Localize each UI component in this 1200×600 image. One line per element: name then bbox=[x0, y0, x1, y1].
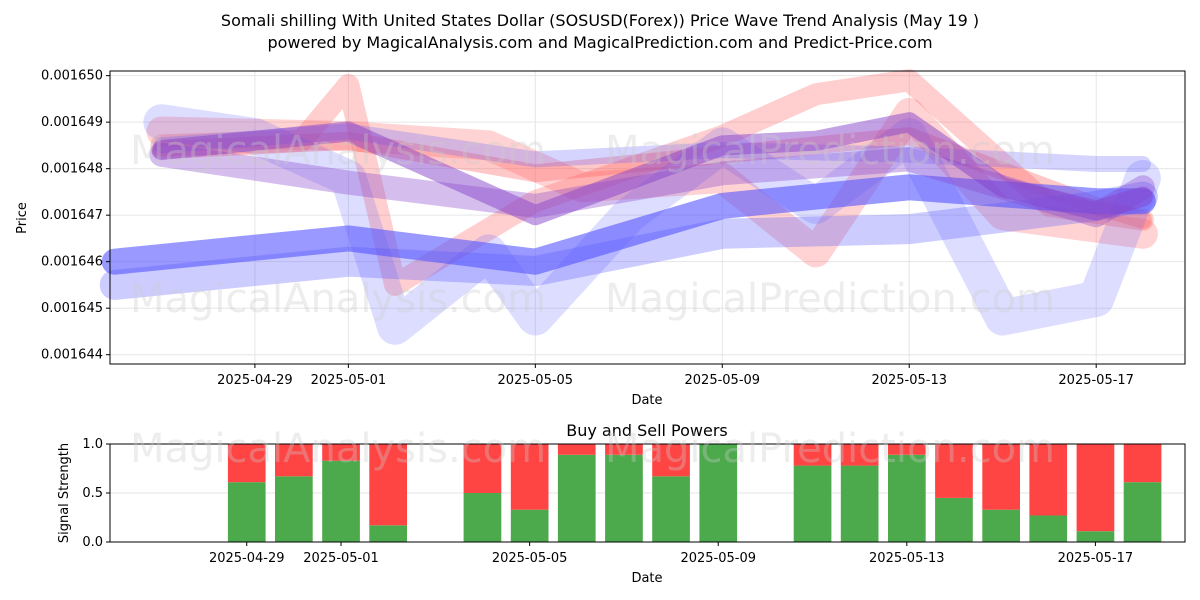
price-y-tick-label: 0.001644 bbox=[41, 348, 103, 363]
price-y-tick-label: 0.001646 bbox=[41, 255, 103, 270]
watermark-bottom-right: MagicalPrediction.com bbox=[605, 426, 1055, 472]
sell-bar bbox=[840, 444, 879, 466]
price-x-tick-label: 2025-05-13 bbox=[871, 373, 947, 388]
sell-bar bbox=[463, 444, 502, 493]
bar-x-tick-label: 2025-05-09 bbox=[680, 551, 756, 566]
sell-bar bbox=[275, 444, 313, 477]
price-x-label: Date bbox=[631, 393, 662, 408]
buy-bar bbox=[227, 482, 266, 542]
sell-bar bbox=[322, 444, 360, 461]
buy-bar bbox=[888, 454, 926, 542]
sell-bar bbox=[369, 444, 407, 526]
price-ticks: 0.001644 0.001645 0.001646 0.001647 0.001648… bbox=[41, 69, 1134, 388]
sell-bar bbox=[888, 444, 926, 455]
watermark-top-left: MagicalAnalysis.com bbox=[130, 128, 546, 174]
buy-bar bbox=[510, 509, 549, 542]
buy-bar bbox=[652, 476, 690, 542]
price-x-tick-label: 2025-05-05 bbox=[498, 373, 574, 388]
price-y-tick-label: 0.001645 bbox=[41, 301, 103, 316]
bar-x-tick-label: 2025-05-13 bbox=[869, 551, 945, 566]
watermark-top-right: MagicalPrediction.com bbox=[605, 128, 1055, 174]
bar-series bbox=[227, 444, 1162, 542]
price-x-tick-label: 2025-04-29 bbox=[217, 373, 293, 388]
wave-line-purple-wave-2 bbox=[149, 142, 1155, 228]
bar-y-tick-label: 1.0 bbox=[82, 437, 103, 452]
sell-bar bbox=[935, 444, 973, 498]
bar-x-tick-label: 2025-04-29 bbox=[209, 551, 285, 566]
buy-bar bbox=[793, 465, 832, 542]
buy-bar bbox=[605, 454, 643, 542]
buy-bar bbox=[840, 465, 879, 542]
sell-bar bbox=[793, 444, 832, 466]
sell-bar bbox=[1029, 444, 1068, 516]
wave-line-red-wave-2 bbox=[150, 69, 1154, 296]
watermark-bottom-left: MagicalAnalysis.com bbox=[130, 426, 546, 472]
bar-chart-title: Buy and Sell Powers bbox=[566, 421, 728, 440]
chart-title-line1: Somali shilling With United States Dolla… bbox=[221, 11, 979, 30]
wave-line-purple-wave-1 bbox=[151, 112, 1153, 226]
price-y-label: Price bbox=[15, 202, 30, 234]
price-axes-frame bbox=[109, 70, 1186, 365]
bar-ticks: 0.0 0.5 1.0 2025-04-29 2025-05-01 2025-05-05 2… bbox=[82, 437, 1133, 566]
price-y-tick-label: 0.001647 bbox=[41, 208, 103, 223]
buy-bar bbox=[699, 444, 738, 542]
bar-x-tick-label: 2025-05-17 bbox=[1058, 551, 1134, 566]
buy-bar bbox=[1123, 482, 1162, 542]
price-x-tick-label: 2025-05-09 bbox=[685, 373, 761, 388]
buy-bar bbox=[935, 497, 973, 542]
bar-y-tick-label: 0.5 bbox=[82, 486, 103, 501]
watermark-mid-right: MagicalPrediction.com bbox=[605, 276, 1055, 322]
sell-bar bbox=[557, 444, 596, 455]
wave-line-blue-wave-3 bbox=[143, 104, 1161, 345]
price-waves bbox=[99, 69, 1161, 345]
buy-bar bbox=[1029, 515, 1068, 542]
buy-bar bbox=[982, 509, 1020, 542]
price-y-tick-label: 0.001649 bbox=[41, 115, 103, 130]
sell-bar bbox=[227, 444, 266, 483]
buy-bar bbox=[275, 476, 313, 542]
bar-x-label: Date bbox=[631, 571, 662, 586]
sell-bar bbox=[1076, 444, 1115, 532]
sell-bar bbox=[1123, 444, 1162, 483]
bar-y-tick-label: 0.0 bbox=[82, 535, 103, 550]
bar-y-label: Signal Strength bbox=[57, 443, 72, 543]
price-y-tick-label: 0.001648 bbox=[41, 162, 103, 177]
buy-bar bbox=[463, 493, 502, 542]
chart-title-line2: powered by MagicalAnalysis.com and Magic… bbox=[267, 33, 932, 52]
price-x-tick-label: 2025-05-01 bbox=[311, 373, 387, 388]
price-y-tick-label: 0.001650 bbox=[41, 69, 103, 84]
buy-bar bbox=[369, 525, 407, 542]
bar-x-tick-label: 2025-05-01 bbox=[303, 551, 379, 566]
price-x-tick-label: 2025-05-17 bbox=[1058, 373, 1134, 388]
sell-bar bbox=[652, 444, 690, 477]
sell-bar bbox=[605, 444, 643, 455]
buy-bar bbox=[322, 460, 360, 542]
buy-bar bbox=[1076, 531, 1115, 542]
sell-bar bbox=[982, 444, 1020, 510]
sell-bar bbox=[510, 444, 549, 510]
watermark-mid-left: MagicalAnalysis.com bbox=[130, 276, 546, 322]
buy-bar bbox=[557, 454, 596, 542]
bar-x-tick-label: 2025-05-05 bbox=[492, 551, 568, 566]
